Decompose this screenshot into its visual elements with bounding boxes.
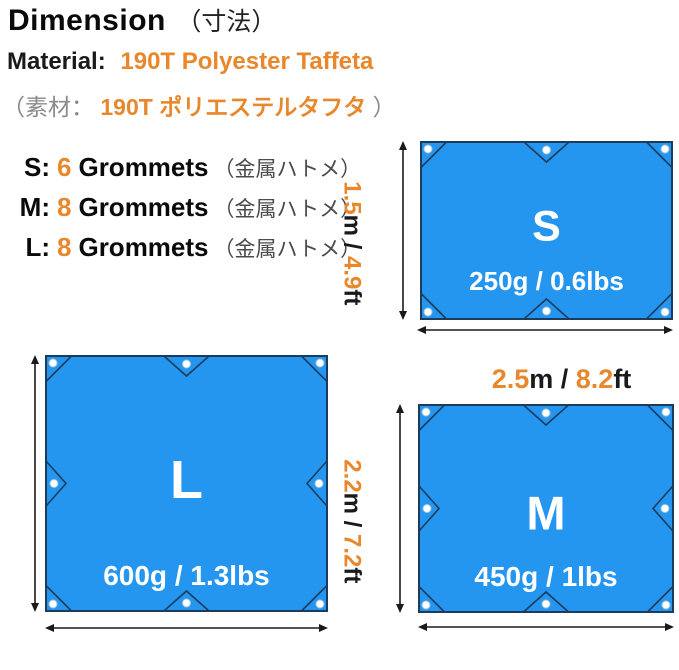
tarp-l-height-arrow-icon <box>31 355 39 612</box>
grommet-jp: （金属ハトメ） <box>213 238 362 261</box>
unit-ft: ft <box>338 567 366 584</box>
grommet-word: Grommets <box>78 192 209 222</box>
unit-ft: ft <box>242 666 260 670</box>
tarp-s-width-label: 2.5m / 8.2ft <box>420 337 673 421</box>
tarp-l-weight: 600g / 1.3lbs <box>103 560 270 592</box>
material-jp-line: （素材： 190T ポリエステルタフタ ） <box>2 88 396 122</box>
height-value-ft: 9.8 <box>0 499 1 532</box>
title-text: Dimension <box>8 4 166 37</box>
tarp-m-size-letter: M <box>526 486 566 540</box>
grommet-jp: （金属ハトメ） <box>213 198 362 221</box>
material-label: Material: <box>7 48 106 75</box>
unit-ft: ft <box>338 289 366 306</box>
grommet-row-m: M: 8 Grommets （金属ハトメ） <box>14 192 361 232</box>
height-value-m: 1.5 <box>338 181 366 215</box>
unit-ft: ft <box>602 666 620 670</box>
width-value-ft: 8.2 <box>575 364 614 394</box>
tarp-l-graphic <box>45 355 328 612</box>
unit-m: m / <box>338 214 366 257</box>
tarp-s-graphic <box>420 141 673 320</box>
width-value-m: 3 <box>143 666 158 670</box>
tarp-s-width-arrow-icon <box>417 326 673 334</box>
grommet-count: 8 <box>57 192 72 222</box>
width-value-m: 2.5 <box>491 364 530 394</box>
grommet-row-s: S: 6 Grommets （金属ハトメ） <box>14 152 361 192</box>
tarp-s-height-label: 1.5m / 4.9ft <box>339 141 397 320</box>
unit-ft: ft <box>613 364 632 394</box>
tarp-l-size-letter: L <box>170 449 203 510</box>
unit-m: m / <box>158 666 205 670</box>
tarp-m-width-arrow-icon <box>418 623 674 631</box>
tarp-s-weight: 250g / 0.6lbs <box>469 265 624 296</box>
material-jp-suffix: ） <box>372 94 396 120</box>
tarp-s-height-arrow-icon <box>399 141 407 320</box>
tarp-s-size-letter: S <box>532 202 561 251</box>
tarp-s: S 250g / 0.6lbs <box>420 141 673 320</box>
tarp-m-height-label: 2.2m / 7.2ft <box>339 404 397 613</box>
height-value-ft: 7.2 <box>338 534 366 568</box>
tarp-m-graphic <box>418 404 674 613</box>
tarp-l-width-arrow-icon <box>45 624 328 632</box>
unit-m: m / <box>338 492 366 535</box>
width-value-m: 3 <box>502 666 517 670</box>
height-value-m: 3 <box>0 444 1 457</box>
tarp-m: M 450g / 1lbs <box>418 404 674 613</box>
material-line: Material: 190T Polyester Taffeta <box>7 48 373 76</box>
tarp-l: L 600g / 1.3lbs <box>45 355 328 612</box>
material-value: 190T Polyester Taffeta <box>120 48 374 75</box>
grommet-word: Grommets <box>78 152 209 182</box>
height-value-m: 2.2 <box>338 459 366 493</box>
page-title: Dimension （寸法） <box>8 2 276 38</box>
grommet-size-label: S: <box>24 152 50 182</box>
grommet-word: Grommets <box>78 232 209 262</box>
title-jp-text: （寸法） <box>176 8 277 36</box>
material-jp-value: 190T ポリエステルタフタ <box>100 94 367 120</box>
grommet-count: 8 <box>57 232 72 262</box>
tarp-m-weight: 450g / 1lbs <box>474 561 618 593</box>
grommet-count: 6 <box>57 152 72 182</box>
tarp-m-height-arrow-icon <box>396 404 404 613</box>
material-jp-prefix: （素材： <box>2 94 94 120</box>
grommet-list: S: 6 Grommets （金属ハトメ） M: 8 Grommets （金属ハ… <box>14 152 361 272</box>
width-value-ft: 9.8 <box>205 666 243 670</box>
unit-m: m / <box>518 666 565 670</box>
tarp-l-width-label: 3m / 9.8ft <box>45 639 328 670</box>
unit-ft: ft <box>0 532 1 548</box>
tarp-l-height-label: 3m / 9.8ft <box>0 355 32 612</box>
grommet-size-label: L: <box>25 232 50 262</box>
unit-m: m / <box>0 458 1 499</box>
unit-m: m / <box>529 364 576 394</box>
grommet-row-l: L: 8 Grommets （金属ハトメ） <box>14 232 361 272</box>
height-value-ft: 4.9 <box>338 256 366 290</box>
grommet-size-label: M: <box>19 192 50 222</box>
grommet-jp: （金属ハトメ） <box>213 158 362 181</box>
width-value-ft: 9.8 <box>564 666 602 670</box>
tarp-m-width-label: 3m / 9.8ft <box>418 639 674 670</box>
